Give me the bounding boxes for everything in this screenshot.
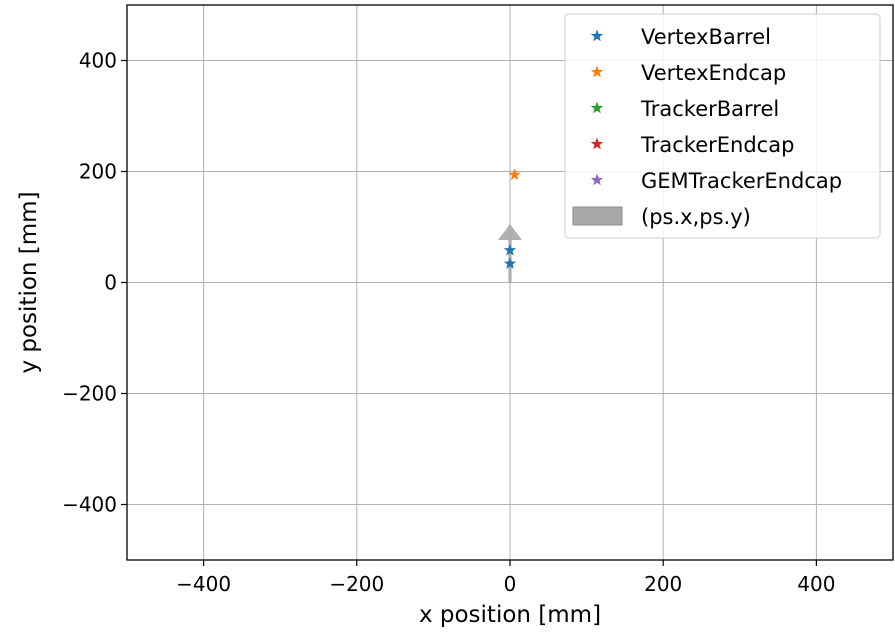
x-tick-label: 200 xyxy=(644,572,682,596)
data-point-VertexBarrel xyxy=(503,257,517,269)
ticks: −400 −200 0 200 400 −400 −200 0 200 400 xyxy=(62,49,835,597)
legend-label: VertexEndcap xyxy=(641,61,786,85)
legend-marker-VertexBarrel xyxy=(590,29,604,42)
y-tick-label: 400 xyxy=(79,49,117,73)
legend-label: TrackerBarrel xyxy=(640,97,779,121)
x-tick-label: 0 xyxy=(504,572,517,596)
legend-marker-TrackerBarrel xyxy=(590,101,604,114)
arrow-head xyxy=(498,224,522,240)
x-tick-label: 400 xyxy=(797,572,835,596)
legend-label: TrackerEndcap xyxy=(640,133,794,157)
legend-marker-GEMTrackerEndcap xyxy=(590,173,604,186)
plot-content xyxy=(498,168,522,283)
x-tick-label: −200 xyxy=(329,572,384,596)
legend-label: VertexBarrel xyxy=(641,25,771,49)
legend: VertexBarrel VertexEndcap TrackerBarrel Tra… xyxy=(564,13,881,239)
data-point-VertexEndcap xyxy=(508,168,521,181)
x-axis-label: x position [mm] xyxy=(419,602,601,628)
legend-label: (ps.x,ps.y) xyxy=(641,205,751,229)
legend-marker-VertexEndcap xyxy=(590,65,604,78)
y-tick-label: −400 xyxy=(62,493,117,517)
y-tick-label: 0 xyxy=(104,271,117,295)
x-tick-label: −400 xyxy=(176,572,231,596)
legend-label: GEMTrackerEndcap xyxy=(641,169,842,193)
legend-box xyxy=(564,13,881,239)
legend-marker-arrow xyxy=(572,206,623,226)
y-tick-label: 200 xyxy=(79,160,117,184)
y-tick-label: −200 xyxy=(62,382,117,406)
y-axis-label: y position [mm] xyxy=(16,191,42,373)
legend-marker-TrackerEndcap xyxy=(590,137,604,150)
data-point-VertexBarrel xyxy=(503,243,517,256)
